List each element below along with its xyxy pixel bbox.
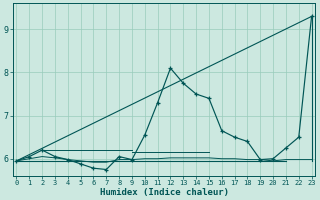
X-axis label: Humidex (Indice chaleur): Humidex (Indice chaleur) [100,188,228,197]
